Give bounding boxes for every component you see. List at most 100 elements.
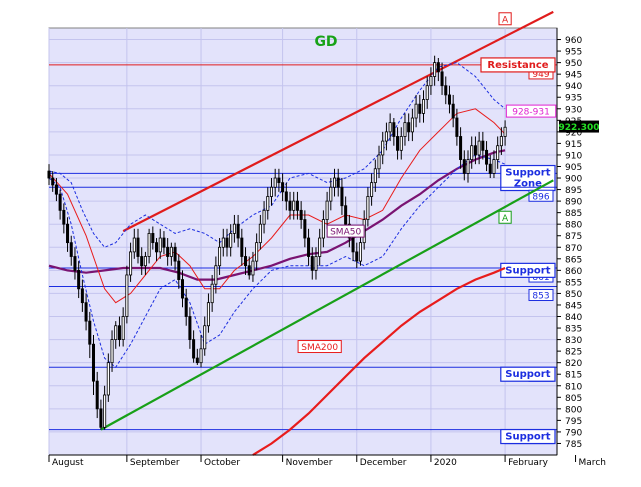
y-tick-label: 825 (565, 348, 582, 358)
candle-body (199, 348, 203, 364)
candle-body (210, 283, 214, 304)
candle-body (195, 357, 199, 364)
annotation-box (326, 224, 365, 238)
candle-body (288, 200, 292, 211)
candle-body (180, 279, 185, 299)
candle-body (262, 209, 266, 225)
trend-line (122, 10, 554, 233)
candle-body (258, 223, 262, 244)
candle-body (370, 182, 374, 197)
candle-body (459, 136, 463, 160)
candle-body (488, 163, 492, 174)
candle-body (477, 140, 481, 156)
y-tick-label: 900 (565, 175, 582, 185)
candle-body (51, 177, 55, 186)
candle-body (277, 177, 281, 184)
candle-body (455, 117, 459, 137)
candle-body (47, 170, 51, 179)
level-tag: 896 (532, 192, 549, 202)
y-tick-label: 920 (565, 128, 582, 138)
level-label: Support (505, 168, 550, 179)
candle-body (503, 126, 507, 137)
series-line (48, 154, 506, 369)
level-label: Support (505, 432, 550, 443)
candle-body (292, 200, 296, 211)
candle-body (206, 302, 210, 327)
y-tick-label: 795 (565, 417, 582, 427)
candle-body (66, 223, 70, 244)
candle-body (481, 140, 485, 151)
y-tick-label: 810 (565, 382, 582, 392)
candle-body (336, 177, 340, 188)
series-line (48, 108, 506, 304)
candle-body (184, 297, 188, 317)
annotations: A A SMA50 SMA200 928-931 (297, 12, 557, 354)
annotation-box (297, 340, 342, 354)
candle-body (221, 237, 225, 248)
candle-body (103, 394, 107, 428)
level-label: Support (505, 265, 550, 276)
y-tick-label: 805 (565, 394, 582, 404)
level-label: Resistance (487, 60, 548, 71)
candle-body (344, 205, 348, 225)
candle-body (451, 103, 455, 119)
candle-body (136, 237, 140, 257)
annotation-label: A (502, 214, 509, 224)
candle-body (121, 316, 125, 340)
level-label: Support (505, 369, 550, 380)
level-label: Zone (514, 179, 542, 190)
candle-body (110, 339, 114, 364)
chart-title: GD (314, 34, 337, 50)
candle-body (147, 233, 151, 257)
annotation-box (505, 104, 557, 118)
level-label-box (500, 428, 556, 445)
candle-body (444, 85, 448, 96)
candle-body (132, 237, 136, 253)
candles (47, 55, 507, 430)
candle-body (114, 325, 118, 340)
candle-body (373, 168, 377, 184)
indicator-lines (48, 62, 506, 456)
candle-body (188, 316, 192, 340)
y-tick-label: 945 (565, 71, 582, 81)
candle-body (303, 219, 307, 239)
candle-body (169, 246, 173, 257)
candle-body (255, 242, 259, 262)
candle-body (117, 325, 121, 340)
y-tick-label: 815 (565, 371, 582, 381)
candle-body (218, 246, 222, 267)
candle-body (485, 149, 489, 165)
x-tick-label: September (130, 458, 180, 468)
candle-body (388, 122, 392, 133)
y-tick-label: 790 (565, 428, 582, 438)
candle-body (232, 223, 236, 234)
series-line (48, 62, 506, 248)
candle-body (429, 76, 433, 87)
candle-body (329, 186, 333, 202)
y-tick-label: 895 (565, 186, 582, 196)
candle-body (425, 85, 429, 100)
annotation-label: 928-931 (512, 108, 550, 118)
candle-body (462, 159, 466, 174)
candle-body (166, 246, 170, 257)
candle-body (244, 256, 248, 267)
last-price-label: 922.300 (559, 123, 600, 133)
x-axis: August September October November December 20… (48, 454, 606, 468)
horizontal-levels: 949Resistance902SupportZone896861Support… (49, 57, 557, 445)
candle-body (358, 242, 362, 262)
y-tick-label: 850 (565, 290, 582, 300)
level-tag: 949 (532, 70, 549, 80)
candle-body (77, 269, 81, 290)
candle-body (281, 182, 285, 193)
candle-body (266, 196, 270, 211)
candle-body (492, 159, 496, 174)
candle-body (192, 339, 196, 359)
candle-body (333, 177, 337, 188)
candle-body (140, 256, 144, 267)
candle-body (106, 362, 110, 396)
candle-body (173, 246, 177, 262)
y-tick-label: 940 (565, 82, 582, 92)
candle-body (129, 251, 133, 276)
y-tick-label: 785 (565, 440, 582, 450)
candle-body (151, 233, 155, 244)
